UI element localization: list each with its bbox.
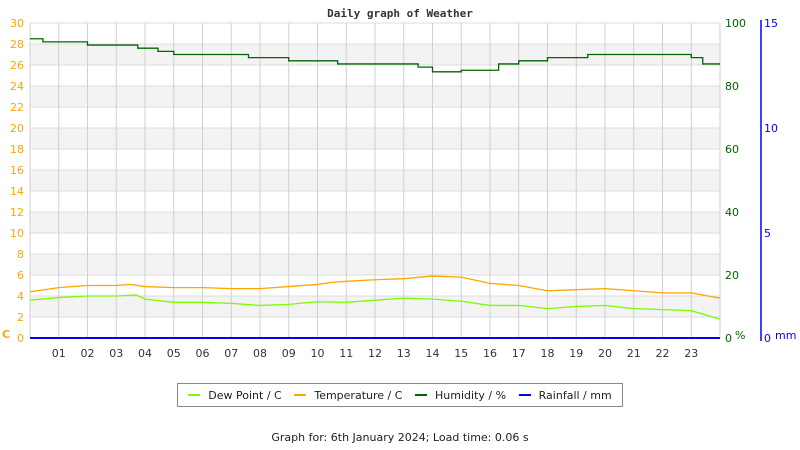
legend-label: Temperature / C (314, 388, 403, 402)
temperature-tick-label: 24 (10, 80, 24, 93)
legend: Dew Point / C Temperature / C Humidity /… (177, 383, 623, 407)
legend-item-temperature: Temperature / C (294, 389, 402, 402)
rainfall-tick-label: 15 (764, 17, 778, 30)
humidity-tick-label: 20 (725, 269, 739, 282)
x-tick-label: 14 (426, 347, 440, 360)
x-tick-label: 20 (598, 347, 612, 360)
humidity-swatch (415, 394, 428, 396)
x-tick-label: 21 (627, 347, 641, 360)
x-tick-label: 15 (454, 347, 468, 360)
temperature-tick-label: 4 (17, 290, 24, 303)
temperature-tick-label: 20 (10, 122, 24, 135)
legend-item-humidity: Humidity / % (415, 389, 506, 402)
x-tick-label: 10 (311, 347, 325, 360)
x-tick-label: 11 (339, 347, 353, 360)
x-tick-label: 06 (196, 347, 210, 360)
dew-point-swatch (188, 394, 201, 396)
temperature-tick-label: 0 (17, 332, 24, 345)
temperature-tick-label: 30 (10, 17, 24, 30)
x-tick-label: 03 (109, 347, 123, 360)
legend-label: Dew Point / C (208, 388, 282, 402)
humidity-line (30, 38, 720, 73)
temperature-tick-label: 10 (10, 227, 24, 240)
temperature-tick-label: 18 (10, 143, 24, 156)
legend-item-dew-point: Dew Point / C (188, 388, 282, 402)
humidity-tick-label: 0 (725, 332, 732, 345)
x-tick-label: 17 (512, 347, 526, 360)
x-tick-label: 18 (541, 347, 555, 360)
series-lines (29, 38, 721, 339)
x-tick-label: 05 (167, 347, 181, 360)
x-tick-label: 13 (397, 347, 411, 360)
temperature-tick-label: 8 (17, 248, 24, 261)
temperature-tick-label: 22 (10, 101, 24, 114)
rainfall-tick-label: 0 (764, 332, 771, 345)
x-tick-label: 12 (368, 347, 382, 360)
x-tick-label: 22 (656, 347, 670, 360)
x-tick-label: 01 (52, 347, 66, 360)
temperature-tick-label: 26 (10, 59, 24, 72)
humidity-tick-label: 100 (725, 17, 746, 30)
temperature-swatch (294, 394, 307, 396)
x-tick-label: 19 (569, 347, 583, 360)
x-tick-label: 04 (138, 347, 152, 360)
temperature-unit-label: C (2, 328, 10, 341)
temperature-tick-label: 12 (10, 206, 24, 219)
temperature-tick-label: 16 (10, 164, 24, 177)
x-tick-label: 09 (282, 347, 296, 360)
temperature-tick-label: 2 (17, 311, 24, 324)
x-tick-label: 23 (684, 347, 698, 360)
rainfall-swatch (518, 394, 531, 396)
temperature-line (29, 275, 721, 299)
rainfall-unit-label: mm (775, 329, 796, 342)
x-tick-label: 08 (253, 347, 267, 360)
humidity-tick-label: 60 (725, 143, 739, 156)
legend-label: Rainfall / mm (538, 388, 612, 402)
temperature-tick-label: 14 (10, 185, 24, 198)
legend-label: Humidity / % (435, 388, 507, 402)
rainfall-tick-label: 10 (764, 122, 778, 135)
rainfall-tick-label: 5 (764, 227, 771, 240)
chart-title: Daily graph of Weather (327, 7, 473, 20)
legend-item-rainfall: Rainfall / mm (518, 388, 612, 402)
tick-labels: 01 02 03 04 05 06 07 08 09 10 11 12 13 14 15 16 17 18 19 20… (2, 17, 796, 360)
temperature-tick-label: 28 (10, 38, 24, 51)
footer-info: Graph for: 6th January 2024; Load time: … (271, 431, 529, 444)
weather-chart: Daily graph of Weather 01 02 03 04 05 06 07 08 0… (2, 7, 796, 360)
temperature-tick-label: 6 (17, 269, 24, 282)
humidity-unit-label: % (735, 329, 745, 342)
x-tick-label: 02 (81, 347, 95, 360)
humidity-tick-label: 80 (725, 80, 739, 93)
humidity-tick-label: 40 (725, 206, 739, 219)
x-tick-label: 07 (224, 347, 238, 360)
x-tick-label: 16 (483, 347, 497, 360)
dew-point-line (29, 294, 721, 320)
